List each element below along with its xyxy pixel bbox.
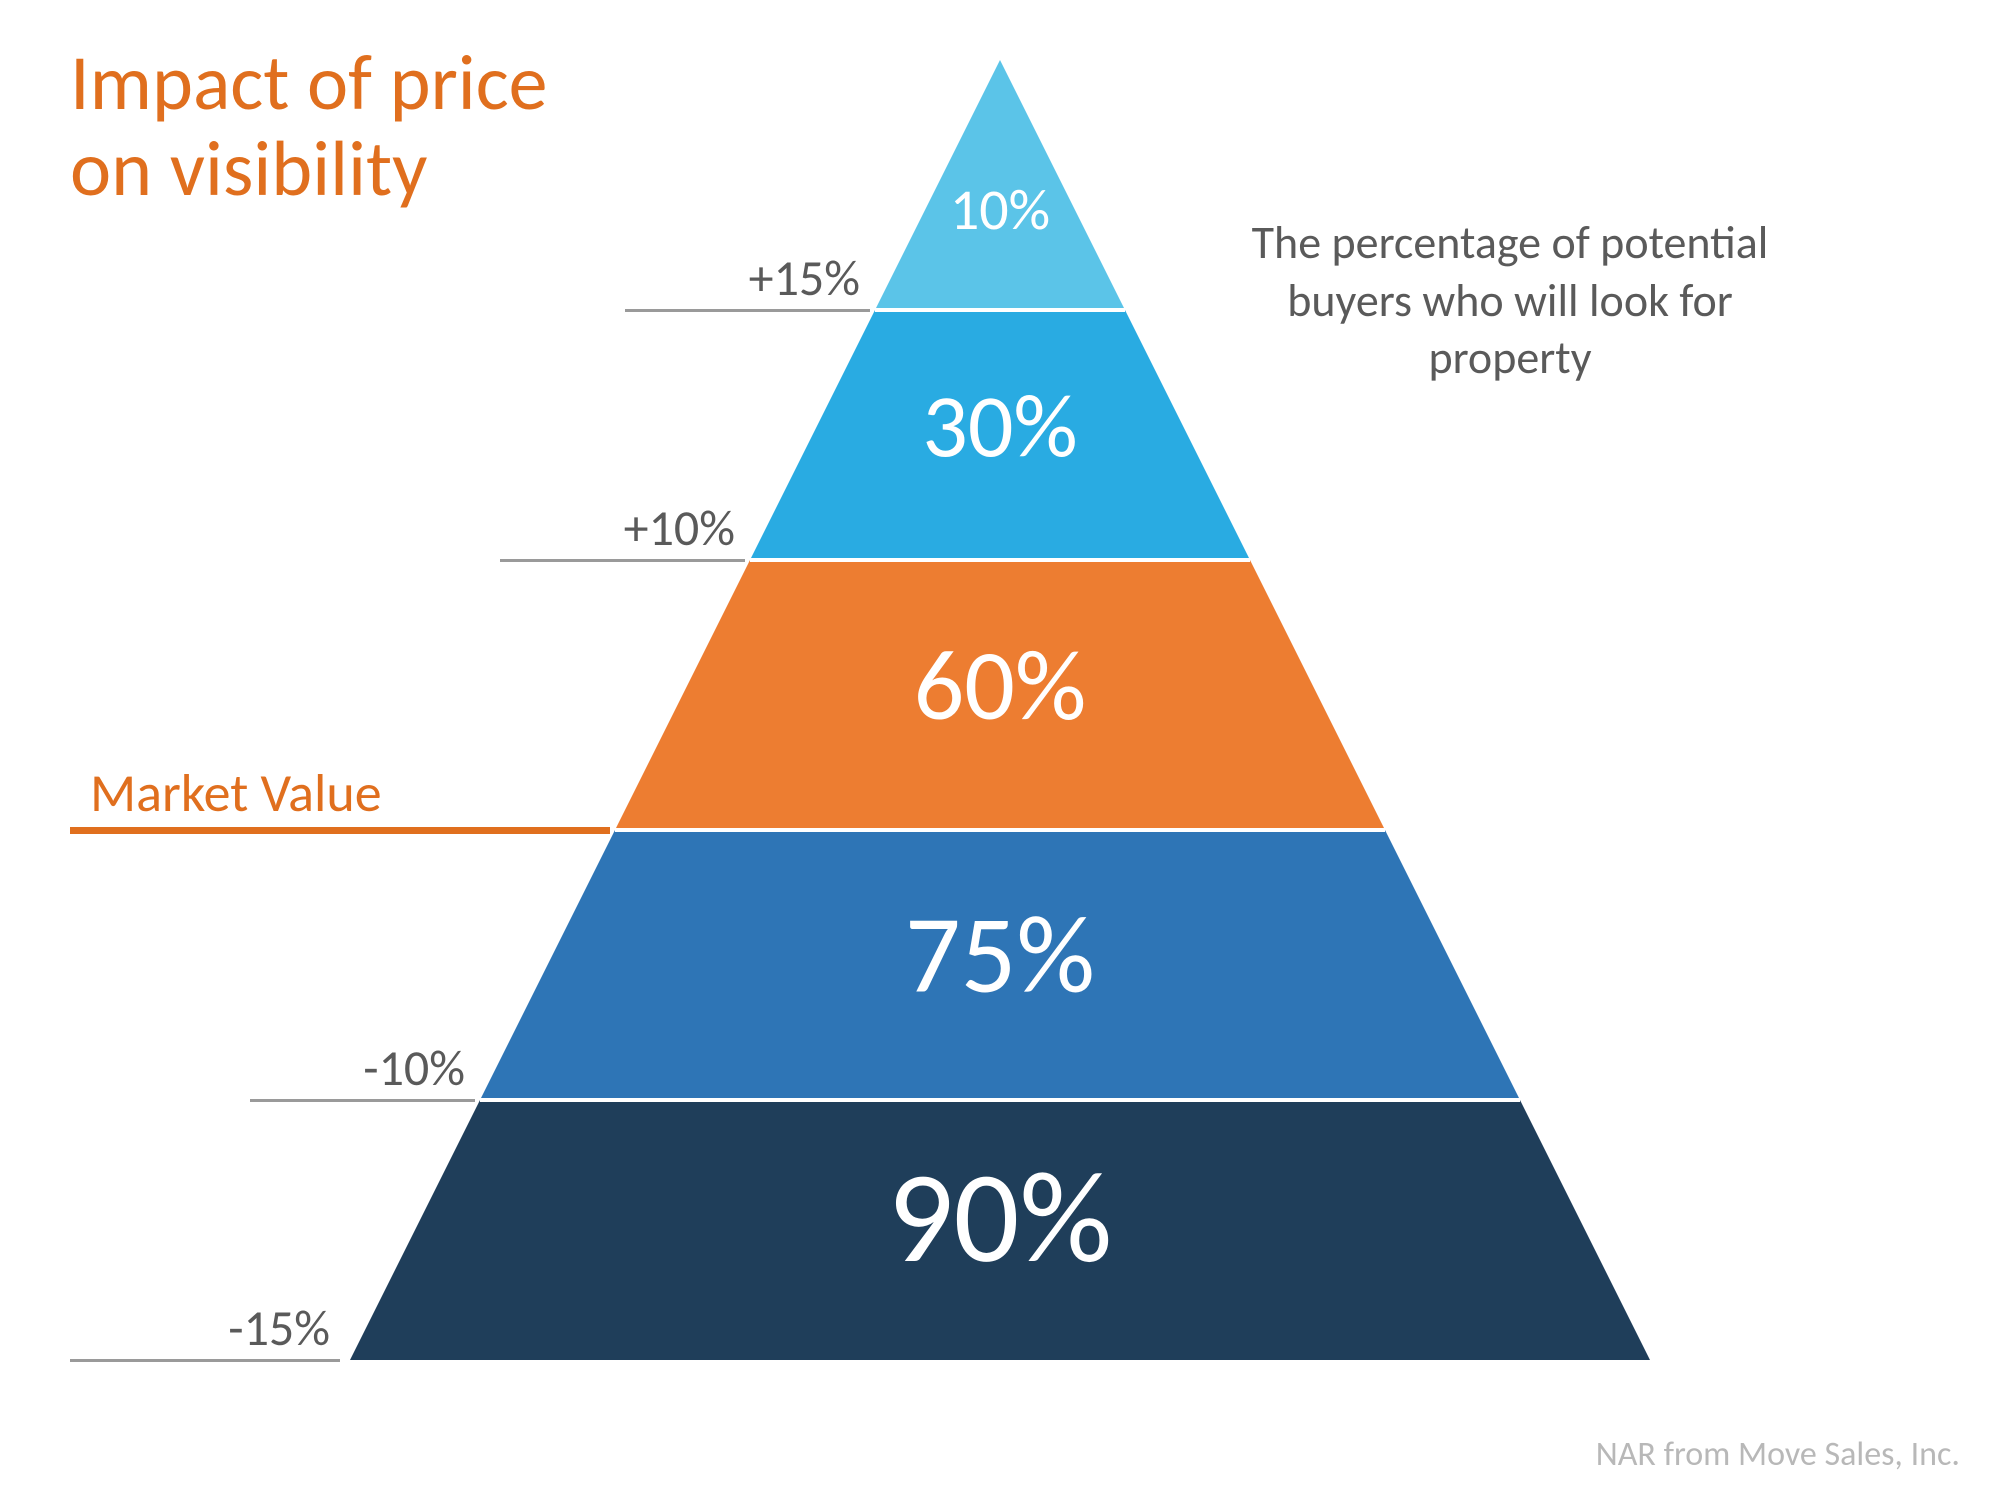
- price-offset-label: -10%: [363, 1038, 465, 1099]
- market-value-label: Market Value: [90, 760, 382, 826]
- source-credit: NAR from Move Sales, Inc.: [1596, 1434, 1960, 1475]
- pyramid-level-value: 75%: [905, 886, 1095, 1021]
- pyramid-chart: 10% 30% 60% 75% 90%: [350, 60, 1650, 1360]
- price-offset-label: +15%: [749, 248, 860, 309]
- price-offset-label: +10%: [624, 498, 735, 559]
- price-offset-label: -15%: [228, 1298, 330, 1359]
- pyramid-level-value: 30%: [922, 371, 1078, 481]
- guide-line: [625, 309, 870, 312]
- guide-line: [70, 827, 610, 834]
- pyramid-level-value: 10%: [950, 174, 1050, 245]
- pyramid-level-value: 90%: [888, 1137, 1113, 1296]
- guide-line: [500, 559, 745, 562]
- pyramid-level-value: 60%: [914, 624, 1087, 746]
- guide-line: [250, 1099, 475, 1102]
- guide-line: [70, 1359, 340, 1362]
